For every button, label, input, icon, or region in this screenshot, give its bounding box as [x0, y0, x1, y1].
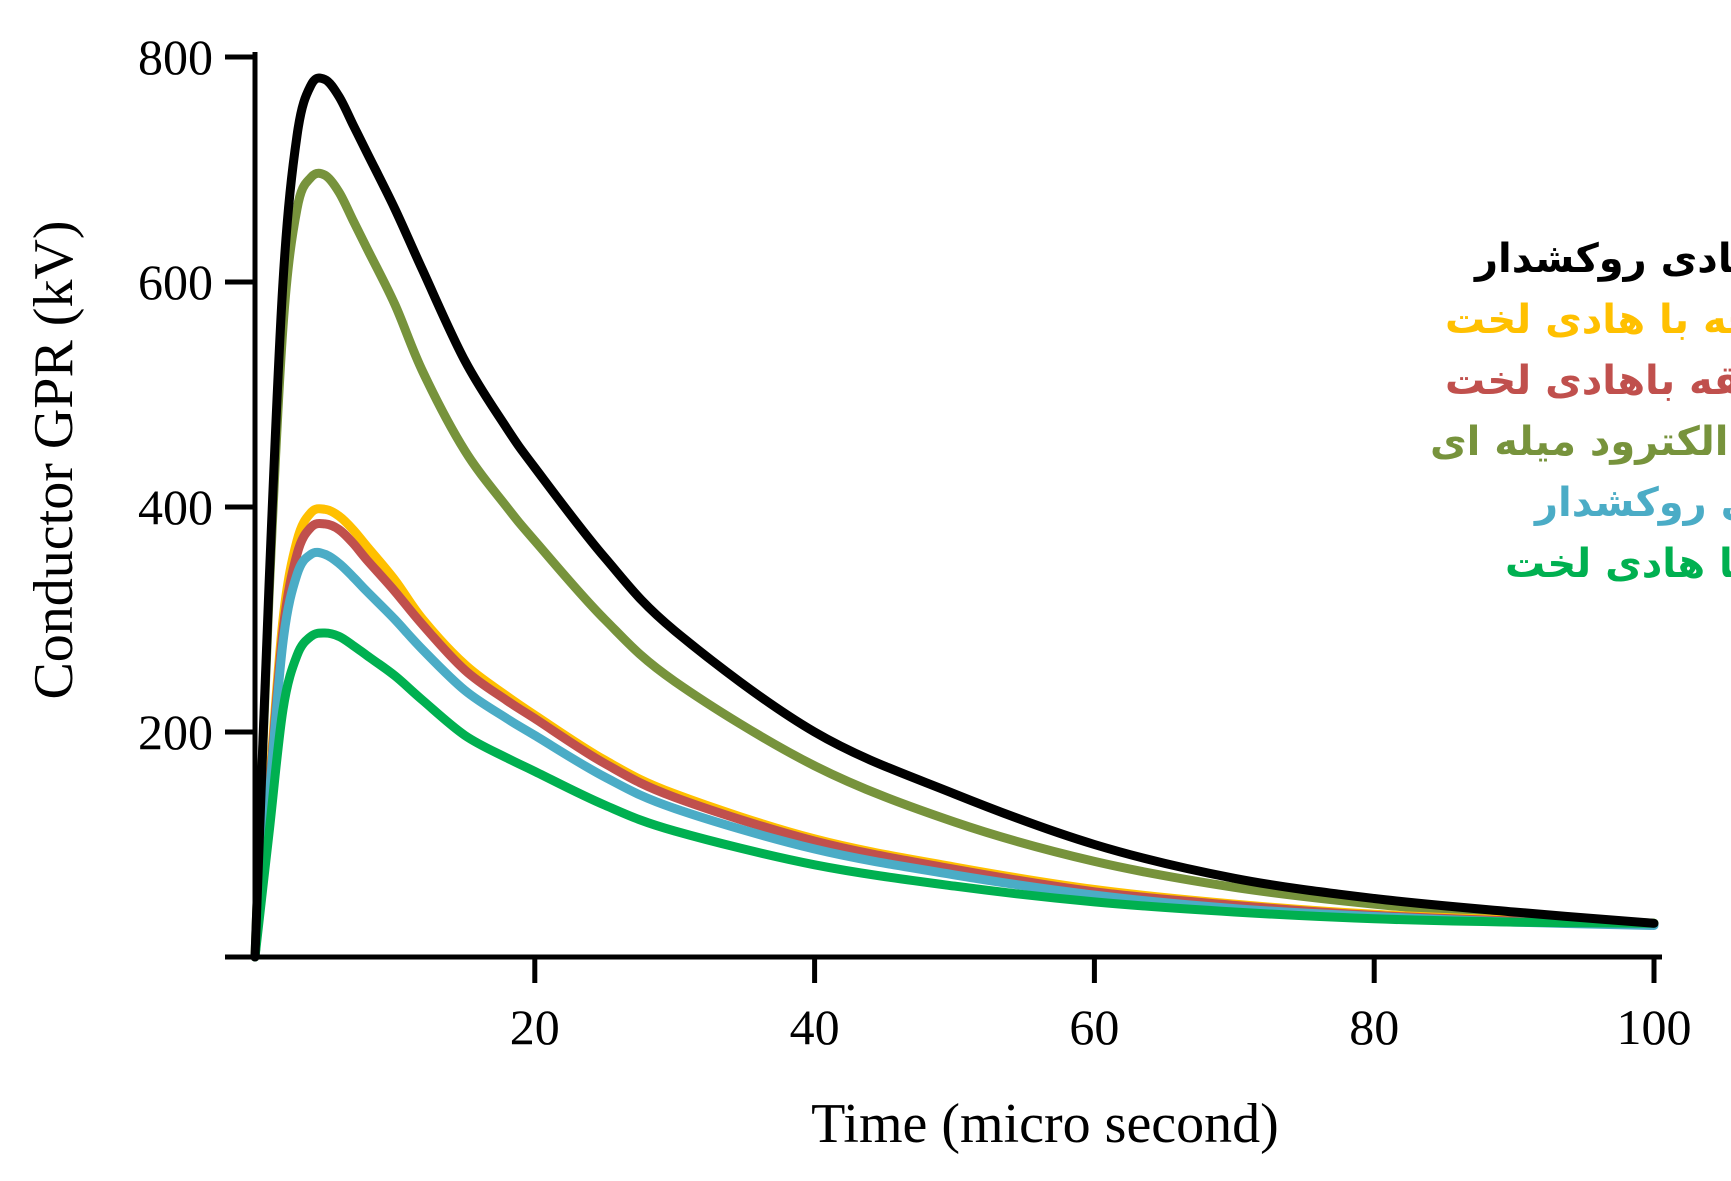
legend-entry-5: دو راد متصل با هادی لخت [1505, 541, 1731, 587]
legend-entry-0: صفحه با هادی روکشدار [1473, 236, 1731, 282]
legend-entry-3: یک الکترود میله ای [1430, 419, 1731, 465]
y-tick-label: 800 [138, 29, 213, 85]
y-tick-label: 600 [138, 254, 213, 310]
ticks: 200 400 600 800 20 40 60 80 100 [138, 29, 1692, 1055]
legend: صفحه با هادی روکشدار صفحه با هادی لخت 5 حل… [1430, 236, 1731, 587]
legend-entry-1: صفحه با هادی لخت [1445, 297, 1731, 343]
series-line-0 [250, 73, 1659, 962]
series-line-3 [250, 168, 1659, 962]
y-axis-title: Conductor GPR (kV) [23, 220, 85, 699]
x-axis-title: Time (micro second) [811, 1093, 1279, 1155]
series-lines [250, 73, 1659, 962]
y-tick-label: 400 [138, 479, 213, 535]
x-tick-label: 80 [1349, 999, 1399, 1055]
series-line-5 [250, 628, 1659, 962]
x-tick-label: 60 [1069, 999, 1119, 1055]
series-line-4 [250, 547, 1659, 962]
x-tick-label: 20 [510, 999, 560, 1055]
x-tick-label: 40 [790, 999, 840, 1055]
legend-entry-2: 5 حلقه باهادی لخت [1445, 358, 1731, 404]
legend-entry-4: دو راد متصل با هادی روکشدار [1533, 480, 1731, 526]
x-tick-label: 100 [1617, 999, 1692, 1055]
y-tick-label: 200 [138, 704, 213, 760]
